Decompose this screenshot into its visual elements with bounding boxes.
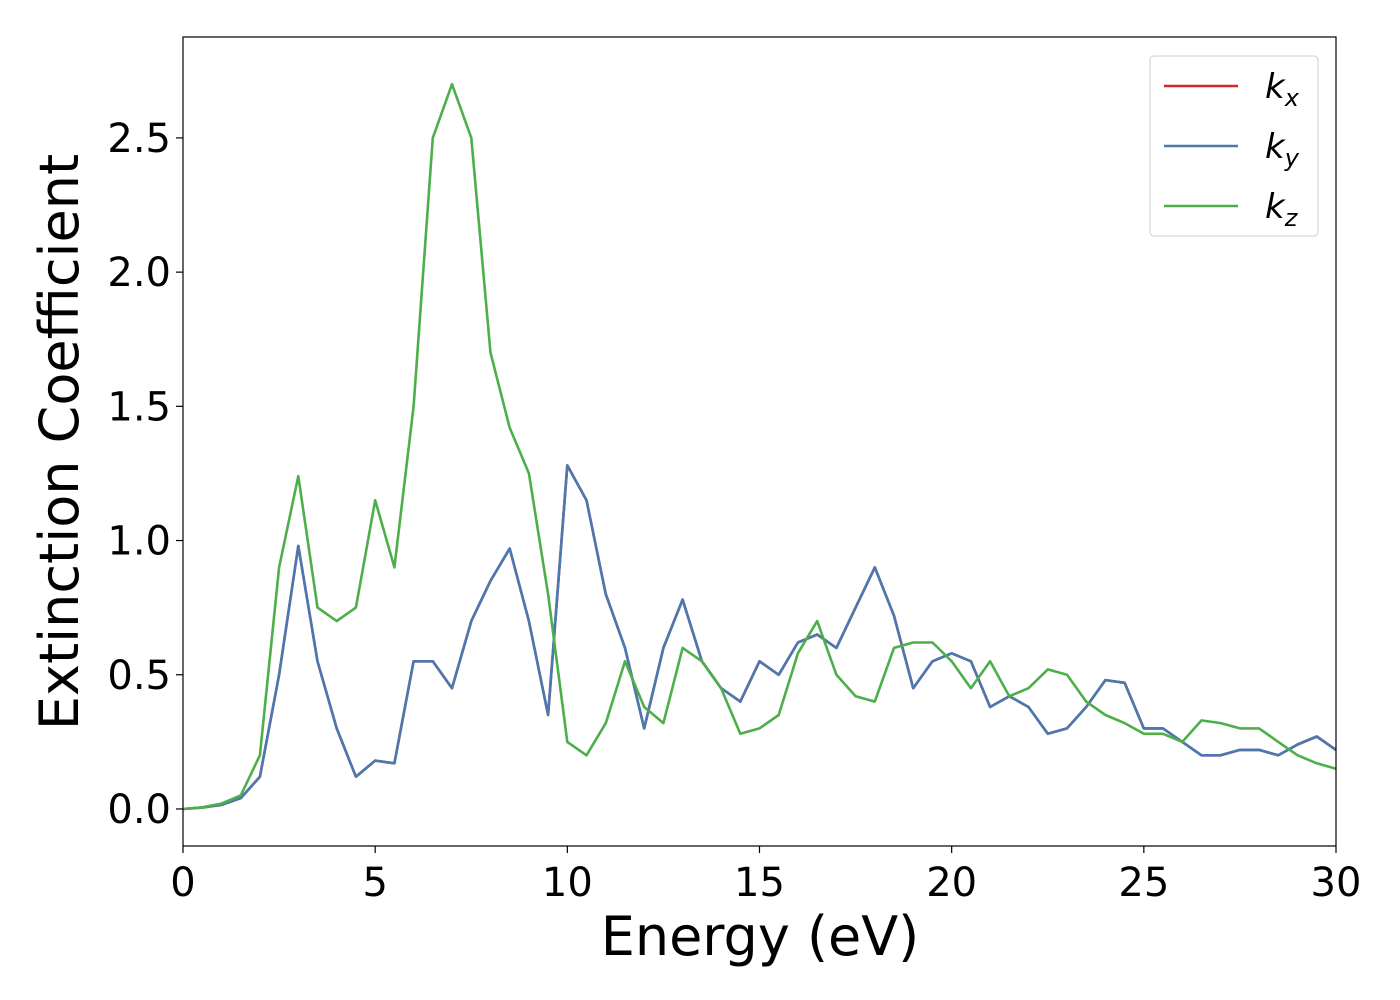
- x-tick-label: 30: [1311, 860, 1362, 906]
- x-tick-label: 15: [734, 860, 785, 906]
- series-line: [183, 82, 1336, 811]
- y-tick-label: 1.0: [107, 519, 171, 565]
- legend-label: kz: [1265, 187, 1299, 232]
- y-tick-label: 1.5: [107, 384, 171, 430]
- legend-label: ky: [1265, 127, 1300, 172]
- series-line: [183, 464, 1336, 811]
- y-tick-label: 0.0: [107, 787, 171, 833]
- y-tick-label: 0.5: [107, 653, 171, 699]
- x-tick-label: 5: [362, 860, 387, 906]
- legend-label: kx: [1265, 67, 1300, 112]
- series-line: [183, 464, 1336, 811]
- x-tick-label: 10: [542, 860, 593, 906]
- x-tick-label: 0: [170, 860, 195, 906]
- x-axis-label: Energy (eV): [601, 905, 920, 968]
- legend: kx ky kz: [1149, 55, 1319, 237]
- y-tick-label: 2.0: [107, 250, 171, 296]
- y-tick-label: 2.5: [107, 116, 171, 162]
- plot-frame: [182, 36, 1337, 847]
- y-axis-label: Extinction Coefficient: [28, 154, 91, 730]
- x-tick-label: 25: [1118, 860, 1169, 906]
- x-tick-label: 20: [926, 860, 977, 906]
